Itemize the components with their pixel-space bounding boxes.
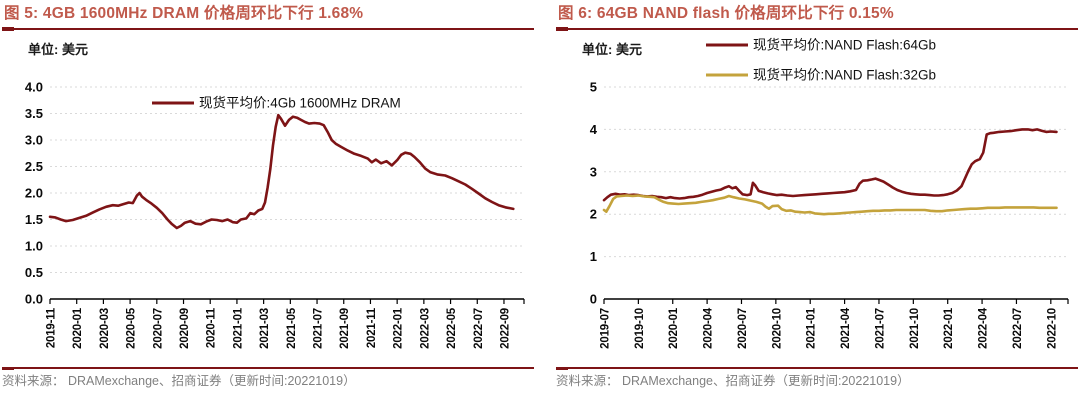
x-axis-tick-label: 2020-07: [737, 308, 749, 349]
x-axis-tick-label: 2021-03: [259, 308, 271, 349]
figure-title-nand: 图 6: 64GB NAND flash 价格周环比下行 0.15%: [558, 5, 894, 22]
x-axis-tick-label: 2021-04: [840, 307, 852, 349]
x-axis-tick-label: 2021-09: [339, 308, 351, 349]
x-axis-tick-label: 2021-05: [286, 307, 298, 349]
y-axis-tick-label: 0: [590, 292, 597, 307]
dram-price-line-chart: 0.0 0.5 1.0 1.5 2.0 2.5 3.0 3.5 4.0 2019-11 2020-0…: [25, 80, 525, 349]
x-axis-tick-label: 2021-11: [366, 307, 378, 348]
y-axis-tick-label: 1.0: [25, 239, 43, 254]
x-axis-tick-label: 2022-05: [446, 307, 458, 349]
x-axis-tick-label: 2022-09: [499, 308, 511, 349]
x-axis-tick-label: 2022-01: [393, 307, 405, 349]
x-axis-tick-label: 2022-04: [978, 307, 990, 349]
legend-label: 现货平均价:NAND Flash:32Gb: [753, 67, 936, 83]
title-rule: [2, 27, 534, 31]
x-axis-tick-label: 2022-10: [1046, 308, 1058, 349]
x-axis-tick-label: 2022-01: [943, 307, 955, 349]
x-axis-tick-label: 2020-05: [126, 307, 138, 349]
y-axis-tick-label: 5: [590, 80, 597, 95]
x-axis-tick-label: 2020-07: [152, 308, 164, 349]
series-line-0: [602, 128, 1058, 202]
x-axis-tick-label: 2022-03: [419, 308, 431, 349]
series-line-0: [48, 113, 515, 230]
nand-chart-area: 单位: 美元 0 1 2 3 4 5 2019-07 2019-10 2020-01 2020-0…: [556, 31, 1078, 367]
x-axis-tick-label: 2021-07: [874, 308, 886, 349]
title-rule: [556, 27, 1078, 31]
y-axis-tick-label: 1.5: [25, 212, 43, 227]
dram-chart-area: 单位: 美元 0.0 0.5 1.0 1.5 2.0 2.5 3.0 3.5 4.0 2019-1…: [2, 31, 534, 367]
x-axis-tick-label: 2019-10: [634, 308, 646, 349]
y-axis-tick-label: 0.0: [25, 292, 43, 307]
x-axis-tick-label: 2020-09: [179, 308, 191, 349]
y-axis-tick-label: 3.5: [25, 106, 43, 121]
source-rule: [556, 367, 1078, 370]
x-axis-tick-label: 2020-03: [99, 308, 111, 349]
x-axis-tick-label: 2020-11: [206, 307, 218, 348]
x-axis-tick-label: 2021-01: [232, 307, 244, 349]
figure-title-dram: 图 5: 4GB 1600MHz DRAM 价格周环比下行 1.68%: [4, 5, 364, 22]
y-axis-tick-label: 2: [590, 207, 597, 222]
source-text: 资料来源： DRAMexchange、招商证券（更新时间:20221019）: [556, 374, 910, 388]
x-axis-tick-label: 2021-01: [806, 307, 818, 349]
series-line-1: [602, 194, 1058, 216]
y-axis-tick-label: 2.0: [25, 186, 43, 201]
y-axis-tick-label: 1: [590, 249, 597, 264]
x-axis-tick-label: 2020-01: [72, 307, 84, 349]
x-axis-tick-label: 2020-01: [668, 307, 680, 349]
x-axis-tick-label: 2022-07: [473, 308, 485, 349]
x-axis-tick-label: 2020-10: [771, 308, 783, 349]
source-rule: [2, 367, 534, 370]
unit-label: 单位: 美元: [28, 42, 88, 57]
x-axis-tick-label: 2019-11: [46, 307, 58, 348]
nand-price-line-chart: 0 1 2 3 4 5 2019-07 2019-10 2020-01 2020-04 2020-0…: [590, 37, 1069, 349]
unit-label: 单位: 美元: [582, 42, 642, 57]
y-axis-tick-label: 3: [590, 164, 597, 179]
x-axis-tick-label: 2022-07: [1012, 308, 1024, 349]
source-text: 资料来源： DRAMexchange、招商证券（更新时间:20221019）: [2, 374, 356, 388]
x-axis-tick-label: 2019-07: [600, 308, 612, 349]
y-axis-tick-label: 0.5: [25, 265, 43, 280]
x-axis-tick-label: 2021-10: [909, 308, 921, 349]
figure-nand-price: 图 6: 64GB NAND flash 价格周环比下行 0.15% 单位: 美…: [556, 2, 1078, 402]
y-axis-tick-label: 4.0: [25, 80, 43, 95]
legend-label: 现货平均价:NAND Flash:64Gb: [753, 37, 936, 53]
figure-dram-price: 图 5: 4GB 1600MHz DRAM 价格周环比下行 1.68% 单位: …: [2, 2, 534, 402]
y-axis-tick-label: 2.5: [25, 159, 43, 174]
x-axis-tick-label: 2021-07: [313, 308, 325, 349]
x-axis-tick-label: 2020-04: [703, 307, 715, 349]
legend-label: 现货平均价:4Gb 1600MHz DRAM: [199, 95, 401, 111]
y-axis-tick-label: 3.0: [25, 133, 43, 148]
y-axis-tick-label: 4: [590, 122, 598, 137]
